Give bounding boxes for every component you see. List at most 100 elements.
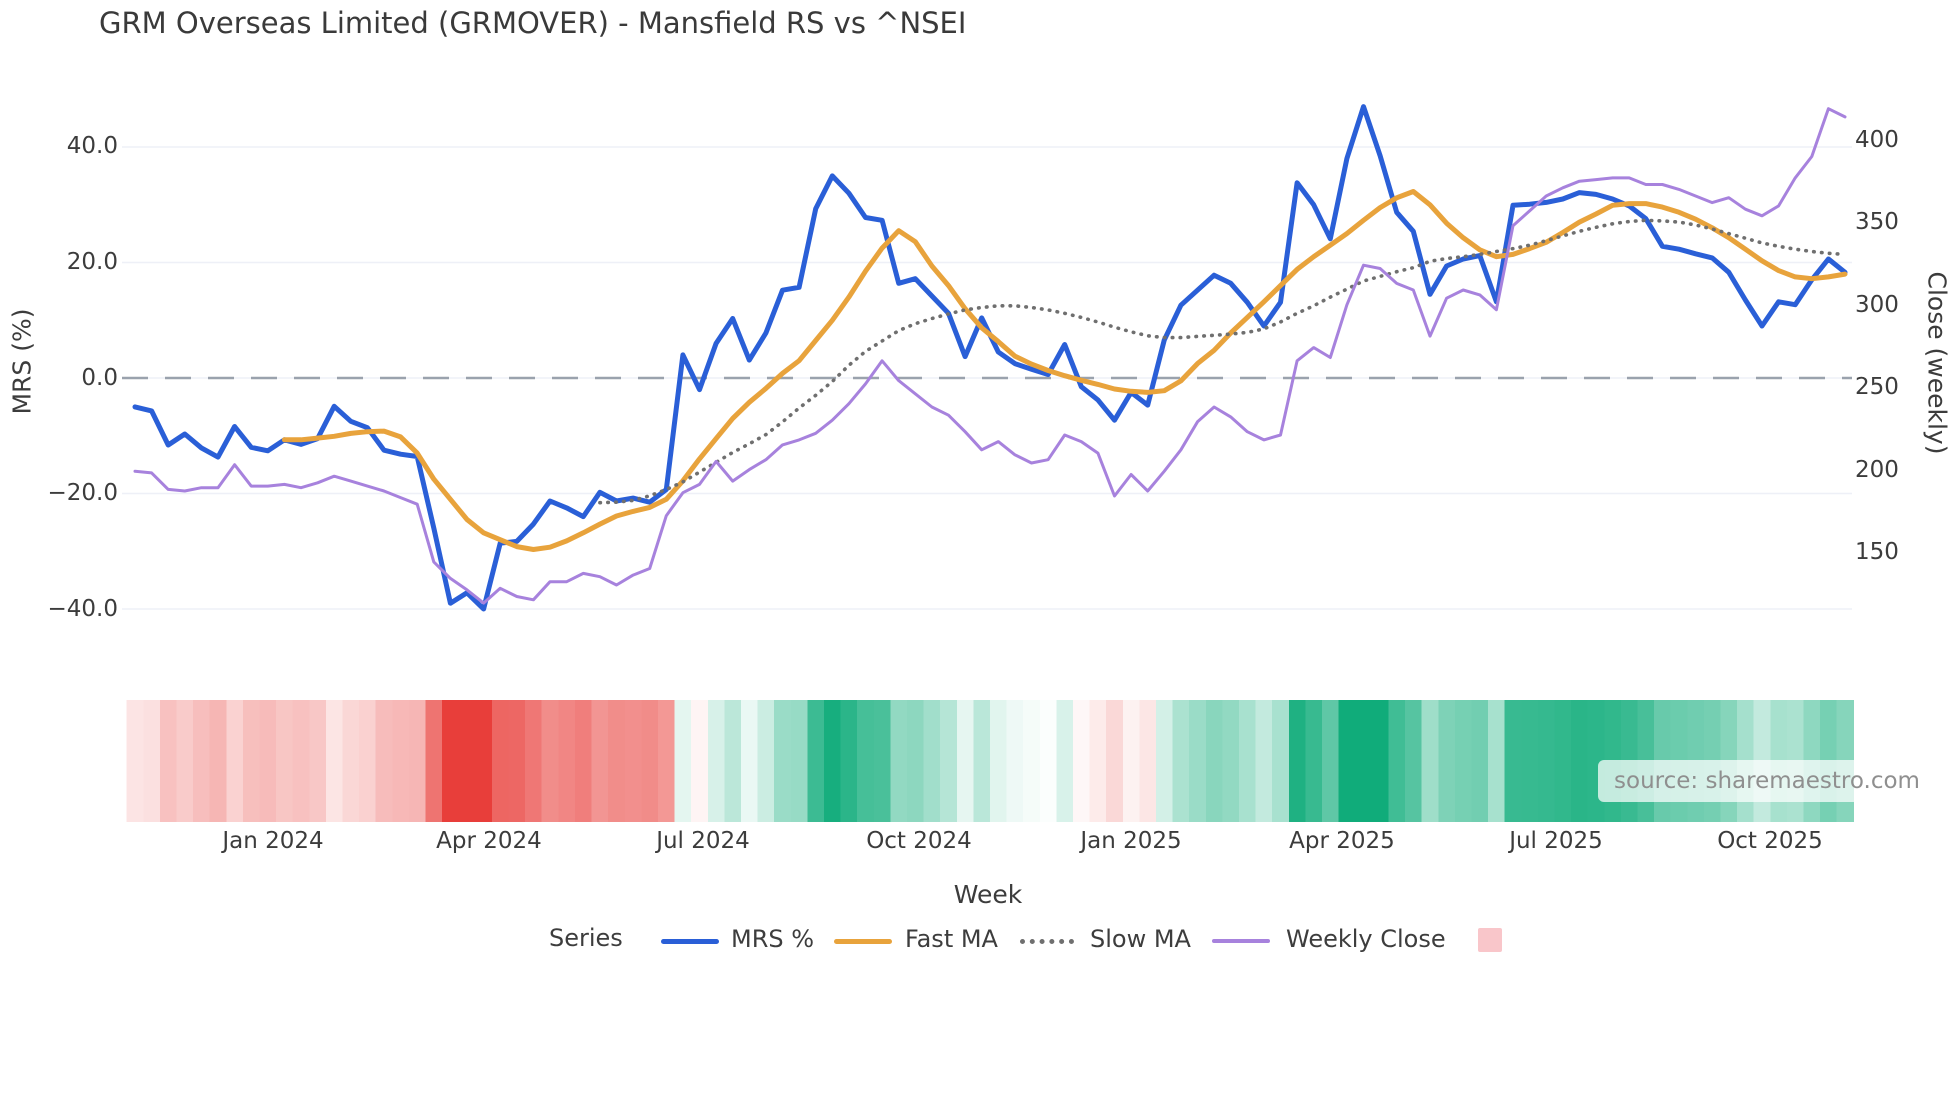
y-right-tick-150: 150 bbox=[1855, 539, 1899, 565]
heatmap-cell bbox=[1421, 700, 1439, 822]
chart-title: GRM Overseas Limited (GRMOVER) - Mansfie… bbox=[99, 6, 967, 40]
heatmap-cell bbox=[375, 700, 393, 822]
heatmap-cell bbox=[641, 700, 659, 822]
heatmap-cell bbox=[1471, 700, 1489, 822]
heatmap-cell bbox=[1438, 700, 1456, 822]
heatmap-cell bbox=[1504, 700, 1522, 822]
heatmap-cell bbox=[458, 700, 476, 822]
heatmap-cell bbox=[558, 700, 576, 822]
heatmap-cell bbox=[906, 700, 925, 822]
y-left-tick-neg40: −40.0 bbox=[47, 596, 118, 622]
heatmap-cell bbox=[1056, 700, 1074, 822]
heatmap-cell bbox=[1272, 700, 1290, 822]
heatmap-cell bbox=[342, 700, 360, 822]
source-note: source: sharemaestro.com bbox=[1598, 760, 1936, 802]
heatmap-cell bbox=[1006, 700, 1024, 822]
heatmap-cell bbox=[674, 700, 692, 822]
x-tick-jan-2025: Jan 2025 bbox=[1080, 828, 1182, 854]
heatmap-cell bbox=[1189, 700, 1207, 822]
heatmap-cell bbox=[707, 700, 725, 822]
y-right-tick-200: 200 bbox=[1855, 457, 1899, 483]
heatmap-cell bbox=[940, 700, 958, 822]
heatmap-cell bbox=[1454, 700, 1472, 822]
x-tick-oct-2025: Oct 2025 bbox=[1717, 828, 1823, 854]
heatmap-cell bbox=[1106, 700, 1124, 822]
heatmap-cell bbox=[1371, 700, 1389, 822]
heatmap-cell bbox=[1388, 700, 1406, 822]
heatmap-cell bbox=[1039, 700, 1057, 822]
heatmap-cell bbox=[591, 700, 609, 822]
heatmap-cell bbox=[724, 700, 742, 822]
heatmap-cell bbox=[1023, 700, 1041, 822]
legend-label-fast-ma: Fast MA bbox=[905, 925, 998, 953]
y-left-tick-neg20: −20.0 bbox=[47, 480, 118, 506]
legend-title: Series bbox=[549, 924, 623, 952]
heatmap-cell bbox=[1255, 700, 1273, 822]
heatmap-cell bbox=[757, 700, 775, 822]
heatmap-cell bbox=[1554, 700, 1572, 822]
heatmap-cell bbox=[790, 700, 808, 822]
heatmap-cell bbox=[1239, 700, 1257, 822]
slow-ma-line bbox=[598, 218, 1847, 505]
heatmap-cell bbox=[691, 700, 709, 822]
heatmap-cell bbox=[392, 700, 410, 822]
heatmap-cell bbox=[657, 700, 676, 822]
heatmap-cell bbox=[1355, 700, 1373, 822]
heatmap-cell bbox=[1288, 700, 1306, 822]
heatmap-cell bbox=[193, 700, 211, 822]
heatmap-cell bbox=[442, 700, 460, 822]
y-right-tick-350: 350 bbox=[1855, 209, 1899, 235]
mrs--line bbox=[132, 104, 1848, 612]
heatmap-cell bbox=[807, 700, 825, 822]
x-tick-jul-2024: Jul 2024 bbox=[656, 828, 750, 854]
heatmap-cell bbox=[425, 700, 443, 822]
weekly-close-line bbox=[133, 107, 1847, 605]
heatmap-cell bbox=[1222, 700, 1240, 822]
heatmap-cell bbox=[226, 700, 244, 822]
heatmap-cell bbox=[209, 700, 227, 822]
heatmap-cell bbox=[624, 700, 642, 822]
x-tick-apr-2024: Apr 2024 bbox=[436, 828, 542, 854]
y-left-tick-20: 20.0 bbox=[66, 249, 118, 275]
heatmap-cell bbox=[309, 700, 327, 822]
heatmap-cell bbox=[857, 700, 875, 822]
y-right-tick-300: 300 bbox=[1855, 292, 1899, 318]
heatmap-cell bbox=[292, 700, 310, 822]
heatmap-cell bbox=[823, 700, 842, 822]
heatmap-cell bbox=[1488, 700, 1506, 822]
y-right-tick-400: 400 bbox=[1855, 127, 1899, 153]
heatmap-cell bbox=[973, 700, 991, 822]
heatmap-cell bbox=[1122, 700, 1140, 822]
heatmap-cell bbox=[608, 700, 626, 822]
heatmap-cell bbox=[840, 700, 858, 822]
heatmap-cell bbox=[541, 700, 559, 822]
y-left-tick-0: 0.0 bbox=[81, 365, 118, 391]
heatmap-cell bbox=[956, 700, 974, 822]
heatmap-cell bbox=[1172, 700, 1190, 822]
heatmap-cell bbox=[1571, 700, 1589, 822]
heatmap-cell bbox=[143, 700, 161, 822]
y-right-tick-250: 250 bbox=[1855, 374, 1899, 400]
legend-label-weekly-close: Weekly Close bbox=[1286, 925, 1446, 953]
x-tick-apr-2025: Apr 2025 bbox=[1289, 828, 1395, 854]
heatmap-strip bbox=[126, 700, 1854, 822]
heatmap-cell bbox=[1537, 700, 1555, 822]
heatmap-cell bbox=[1139, 700, 1157, 822]
heatmap-cell bbox=[525, 700, 543, 822]
legend-label-mrs: MRS % bbox=[731, 925, 815, 953]
heatmap-cell bbox=[276, 700, 294, 822]
x-tick-oct-2024: Oct 2024 bbox=[866, 828, 972, 854]
fast-ma-line bbox=[281, 189, 1848, 552]
heatmap-cell bbox=[1089, 700, 1107, 822]
x-tick-jul-2025: Jul 2025 bbox=[1509, 828, 1603, 854]
y-left-tick-40: 40.0 bbox=[66, 133, 118, 159]
heatmap-cell bbox=[1338, 700, 1356, 822]
heatmap-cell bbox=[325, 700, 344, 822]
heatmap-cell bbox=[990, 700, 1008, 822]
heatmap-cell bbox=[1073, 700, 1091, 822]
heatmap-cell bbox=[740, 700, 759, 822]
heatmap-cell bbox=[1521, 700, 1539, 822]
legend-swatch-mrs-line bbox=[661, 939, 719, 944]
